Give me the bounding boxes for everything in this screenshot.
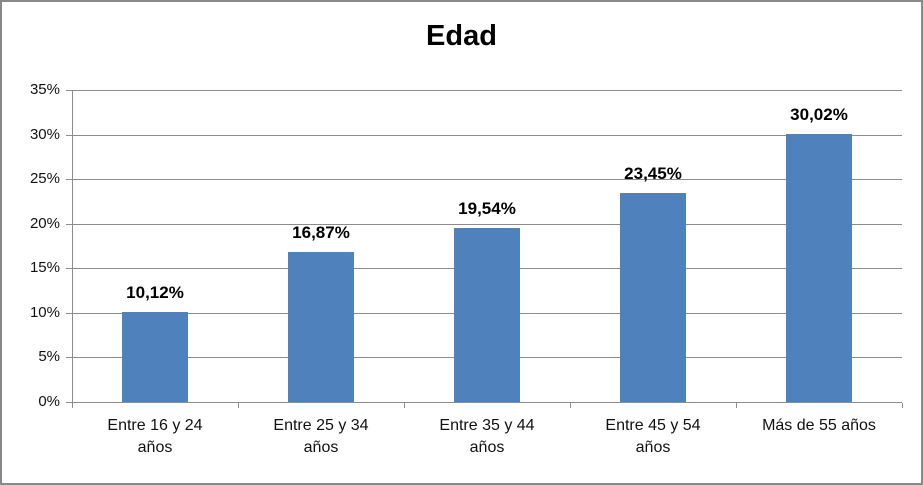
chart-title: Edad	[426, 20, 497, 52]
bar	[786, 134, 852, 402]
x-axis-tick	[238, 403, 239, 408]
y-axis-label: 30%	[29, 125, 60, 143]
x-axis-tick	[570, 403, 571, 408]
x-axis-label: Entre 45 y 54 años	[605, 417, 701, 456]
bar-value-label: 19,54%	[458, 198, 516, 218]
y-axis-label: 0%	[38, 393, 60, 410]
x-axis-label: Más de 55 años	[762, 417, 876, 434]
y-axis-tick	[66, 90, 72, 91]
y-axis-tick	[66, 179, 72, 181]
gridline	[72, 223, 902, 225]
y-axis-tick	[66, 134, 72, 136]
x-axis-label: Entre 35 y 44 años	[439, 417, 535, 456]
x-axis-tick	[72, 403, 73, 408]
y-axis-tick	[66, 312, 72, 314]
bar	[620, 192, 686, 402]
x-axis-label: Entre 25 y 34 años	[273, 417, 369, 456]
y-axis-tick	[66, 223, 72, 225]
bar	[288, 251, 354, 402]
gridline	[72, 90, 902, 91]
y-axis-label: 20%	[29, 214, 60, 232]
bar-value-label: 23,45%	[624, 163, 682, 183]
y-axis-label: 35%	[29, 81, 60, 98]
gridline	[72, 179, 902, 181]
bar	[454, 227, 520, 402]
bar-value-label: 30,02%	[790, 105, 848, 125]
x-axis-tick	[404, 403, 405, 408]
y-axis-tick	[66, 402, 72, 403]
y-axis-label: 15%	[29, 259, 60, 277]
y-axis-label: 25%	[29, 170, 60, 188]
y-axis-label: 5%	[38, 348, 60, 366]
bar-value-label: 16,87%	[292, 222, 350, 242]
y-axis-label: 10%	[29, 303, 60, 321]
y-axis-line	[72, 90, 73, 402]
x-axis-line	[72, 402, 902, 403]
x-axis-label: Entre 16 y 24 años	[107, 417, 203, 456]
x-axis-tick	[902, 403, 903, 408]
bar	[122, 311, 188, 402]
gridline	[72, 134, 902, 136]
bar-value-label: 10,12%	[126, 282, 184, 302]
y-axis-tick	[66, 268, 72, 270]
x-axis-tick	[736, 403, 737, 408]
y-axis-tick	[66, 357, 72, 359]
